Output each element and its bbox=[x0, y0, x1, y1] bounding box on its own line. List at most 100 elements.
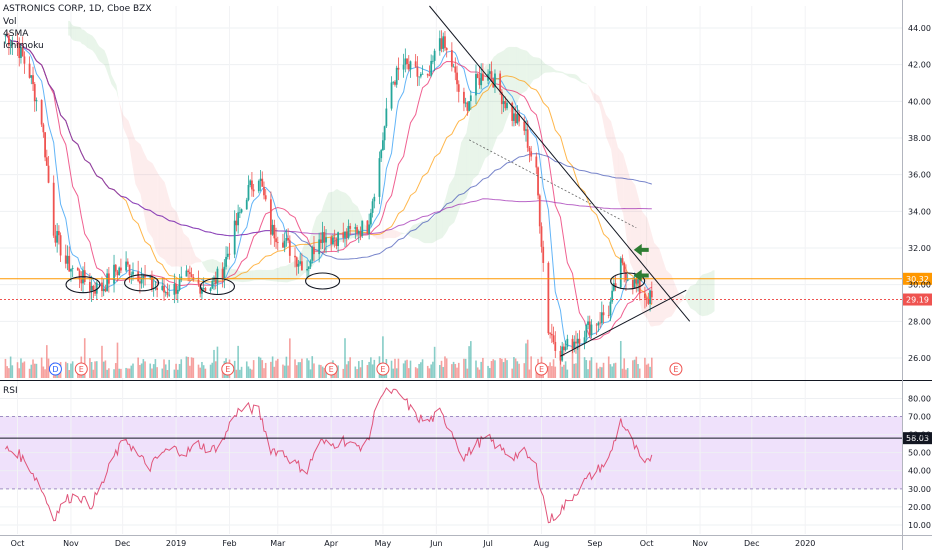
cloud-segment bbox=[543, 62, 546, 74]
candle-body bbox=[301, 261, 303, 271]
volume-bar bbox=[152, 364, 155, 378]
volume-bar bbox=[263, 368, 265, 378]
rsi-line: 58.03 bbox=[0, 387, 932, 524]
cloud-segment bbox=[387, 229, 389, 239]
candle-body bbox=[525, 129, 527, 131]
cloud-segment bbox=[516, 46, 519, 105]
volume-bar bbox=[632, 360, 634, 378]
volume-bar bbox=[590, 357, 593, 378]
candle-body bbox=[263, 186, 265, 196]
candle-body bbox=[609, 301, 612, 316]
volume-bar bbox=[619, 340, 622, 378]
volume-bar bbox=[370, 357, 372, 378]
cloud-segment bbox=[85, 31, 88, 48]
volume-bar bbox=[144, 361, 146, 378]
candle-body bbox=[257, 181, 260, 192]
volume-bar bbox=[554, 366, 557, 378]
candle-body bbox=[18, 46, 21, 58]
cloud-segment bbox=[144, 152, 146, 223]
volume-bar bbox=[407, 368, 410, 378]
event-marker bbox=[376, 362, 390, 376]
candle-body bbox=[297, 263, 300, 267]
cloud-segment bbox=[690, 284, 696, 312]
cloud-segment bbox=[142, 148, 145, 215]
candle-body bbox=[490, 71, 493, 79]
cloud-segment bbox=[397, 231, 400, 238]
cloud-segment bbox=[95, 40, 98, 59]
candle-body bbox=[409, 61, 412, 70]
volume-bar bbox=[235, 369, 238, 378]
volume-bar bbox=[526, 339, 529, 378]
volume-bar bbox=[114, 363, 117, 378]
volume-bar bbox=[349, 357, 351, 378]
candle-body bbox=[245, 199, 248, 210]
volume-bar bbox=[120, 368, 122, 378]
candle-body bbox=[311, 246, 314, 261]
volume-bar bbox=[323, 367, 326, 378]
cloud-segment bbox=[659, 248, 662, 326]
volume-bar bbox=[478, 369, 481, 378]
cloud-segment bbox=[574, 74, 577, 80]
candle-body bbox=[233, 220, 236, 255]
volume-bar bbox=[125, 367, 127, 378]
cloud-segment bbox=[128, 120, 131, 152]
cloud-segment bbox=[181, 228, 184, 267]
candle-body bbox=[378, 158, 381, 197]
volume-bar bbox=[287, 365, 289, 378]
cloud-segment bbox=[437, 208, 443, 241]
candle-body bbox=[432, 60, 434, 62]
cloud-segment bbox=[661, 254, 663, 325]
volume-bar bbox=[318, 364, 320, 378]
volume-bar bbox=[392, 368, 395, 378]
rsi-tick-label: 50.00 bbox=[908, 449, 931, 458]
candle-body bbox=[345, 231, 348, 238]
volume-bar bbox=[499, 358, 501, 378]
candle-body bbox=[40, 100, 43, 125]
volume-bar bbox=[578, 343, 581, 378]
time-tick-label: Dec bbox=[744, 539, 759, 548]
cloud-segment bbox=[593, 92, 600, 105]
volume-bar bbox=[525, 343, 527, 378]
cloud-segment bbox=[624, 160, 627, 240]
volume-bar bbox=[32, 359, 34, 378]
candle-body bbox=[587, 321, 589, 326]
cloud-segment bbox=[200, 260, 203, 264]
candle-body bbox=[273, 224, 276, 239]
volume-bar bbox=[139, 364, 141, 378]
volume-bar bbox=[313, 363, 315, 378]
volume-bar bbox=[466, 368, 469, 378]
volume-bar bbox=[504, 358, 507, 378]
volume-bar bbox=[273, 366, 276, 378]
volume-bar bbox=[299, 362, 301, 378]
volume-bar bbox=[185, 356, 188, 378]
cloud-segment bbox=[530, 54, 532, 85]
cloud-segment bbox=[135, 140, 141, 195]
candle-body bbox=[621, 258, 624, 263]
drawings[interactable] bbox=[65, 5, 691, 357]
cloud-segment bbox=[442, 203, 444, 239]
cloud-segment bbox=[636, 191, 639, 295]
candle-body bbox=[552, 335, 555, 342]
candle-body bbox=[307, 266, 310, 269]
candle-body bbox=[549, 333, 552, 335]
volume-bar bbox=[33, 363, 36, 378]
candle-body bbox=[149, 276, 152, 278]
cloud-segment bbox=[459, 142, 462, 209]
cloud-segment bbox=[709, 271, 712, 315]
cloud-segment bbox=[702, 273, 708, 317]
volume-bar bbox=[271, 356, 274, 378]
time-tick-label: Jun bbox=[429, 539, 443, 548]
volume-bar bbox=[595, 362, 598, 378]
candle-body bbox=[457, 84, 460, 92]
volume-bar bbox=[154, 359, 157, 378]
volume-bar bbox=[259, 357, 262, 378]
candle-body bbox=[337, 232, 340, 247]
price-tick-label: 26.00 bbox=[908, 354, 931, 363]
cloud-segment bbox=[412, 223, 419, 240]
volume-bar bbox=[402, 363, 405, 378]
cloud-segment bbox=[261, 269, 263, 281]
cloud-segment bbox=[249, 270, 251, 282]
cloud-segment bbox=[564, 72, 567, 76]
volume-bar bbox=[421, 359, 424, 378]
